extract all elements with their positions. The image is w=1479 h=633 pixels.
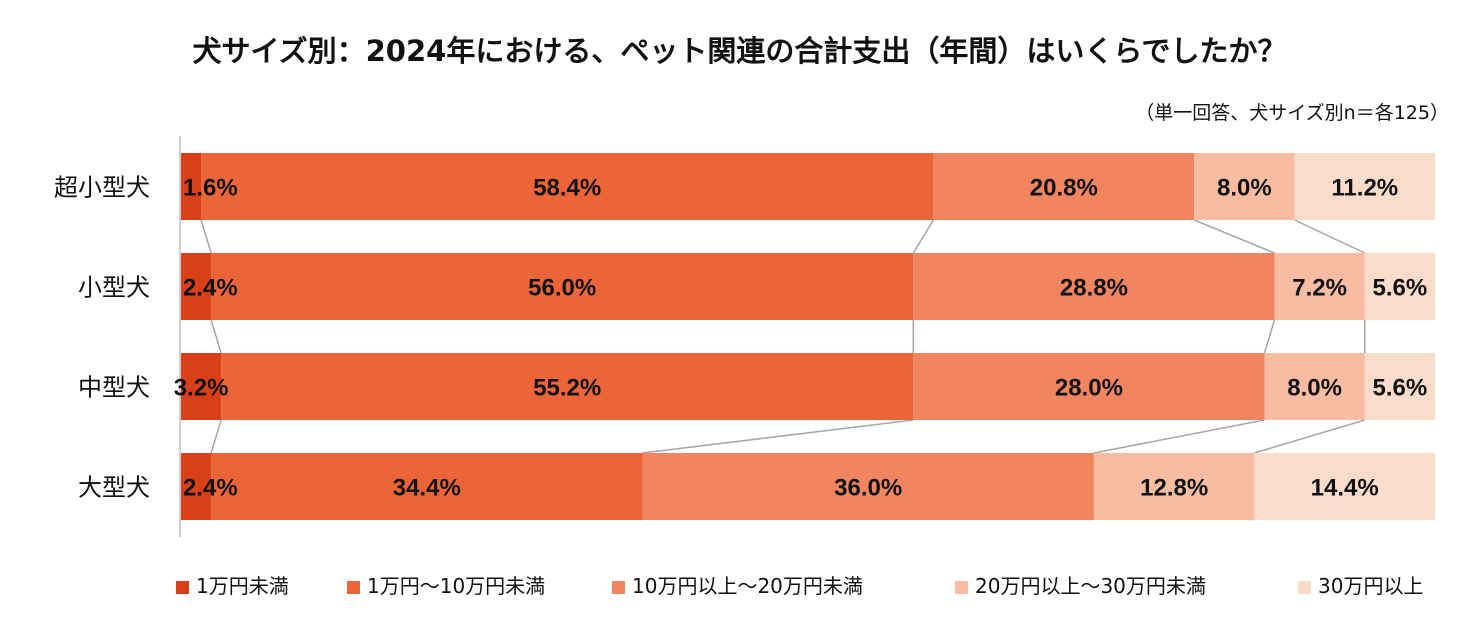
series-connector-line (1193, 219, 1275, 254)
data-label: 2.4% (183, 475, 238, 502)
bar-segment (1194, 153, 1295, 220)
data-label: 8.0% (1217, 175, 1272, 202)
data-label: 34.4% (393, 475, 461, 502)
category-label: 中型犬 (78, 374, 150, 402)
series-connector-line (642, 419, 914, 454)
bar-segment (913, 253, 1275, 320)
series-connector-line (210, 319, 222, 354)
data-label: 14.4% (1311, 475, 1379, 502)
category-label: 超小型犬 (54, 174, 150, 202)
chart-subtitle: （単一回答、犬サイズ別n＝各125） (1135, 102, 1449, 124)
bar-segment (1093, 453, 1255, 520)
series-connector-line (1254, 419, 1365, 454)
bar-segment (221, 353, 914, 420)
bar-segment (1254, 453, 1435, 520)
series-connector-line (912, 219, 935, 254)
data-label: 8.0% (1287, 375, 1342, 402)
data-label: 2.4% (183, 275, 238, 302)
series-connector-line (210, 419, 222, 454)
legend-entry: 10万円以上～20万円未満 (632, 574, 863, 598)
bar-segment (211, 253, 914, 320)
data-label: 3.2% (174, 375, 229, 402)
bar-segment (1364, 353, 1435, 420)
legend-swatch (1298, 581, 1311, 594)
data-label: 5.6% (1373, 275, 1428, 302)
data-label: 36.0% (834, 475, 902, 502)
data-label: 58.4% (533, 175, 601, 202)
data-label: 12.8% (1140, 475, 1208, 502)
chart-title: 犬サイズ別：2024年における、ペット関連の合計支出（年間）はいくらでしたか？ (192, 34, 1287, 68)
legend-swatch (347, 581, 360, 594)
series-connector-line (1294, 219, 1366, 254)
legend-swatch (176, 581, 189, 594)
category-label: 大型犬 (78, 474, 150, 502)
bar-segment (181, 253, 212, 320)
bar-segment (1274, 253, 1365, 320)
category-label: 小型犬 (78, 274, 150, 302)
data-label: 7.2% (1292, 275, 1347, 302)
data-label: 20.8% (1030, 175, 1098, 202)
legend-entry: 30万円以上 (1318, 574, 1423, 598)
data-label: 5.6% (1373, 375, 1428, 402)
data-label: 56.0% (528, 275, 596, 302)
legend-entry: 1万円～10万円未満 (367, 574, 545, 598)
data-label: 28.0% (1055, 375, 1123, 402)
bar-segment (181, 453, 212, 520)
data-label: 55.2% (533, 375, 601, 402)
data-label: 11.2% (1331, 175, 1398, 202)
bar-segment (913, 353, 1265, 420)
bar-segment (933, 153, 1195, 220)
data-label: 28.8% (1060, 275, 1128, 302)
legend-entry: 20万円以上～30万円未満 (975, 574, 1206, 598)
bar-segment (1364, 253, 1435, 320)
series-connector-line (1263, 319, 1276, 354)
bar-segment (1294, 153, 1435, 220)
bar-segment (201, 153, 934, 220)
bar-segment (642, 453, 1094, 520)
legend-entry: 1万円未満 (196, 574, 289, 598)
bar-segment (181, 353, 222, 420)
legend-swatch (955, 581, 968, 594)
bar-segment (181, 153, 202, 220)
data-label: 1.6% (183, 175, 238, 202)
legend-swatch (612, 581, 625, 594)
series-connector-line (1093, 419, 1265, 454)
bar-segment (1264, 353, 1365, 420)
bar-segment (211, 453, 643, 520)
series-connector-line (200, 219, 212, 254)
